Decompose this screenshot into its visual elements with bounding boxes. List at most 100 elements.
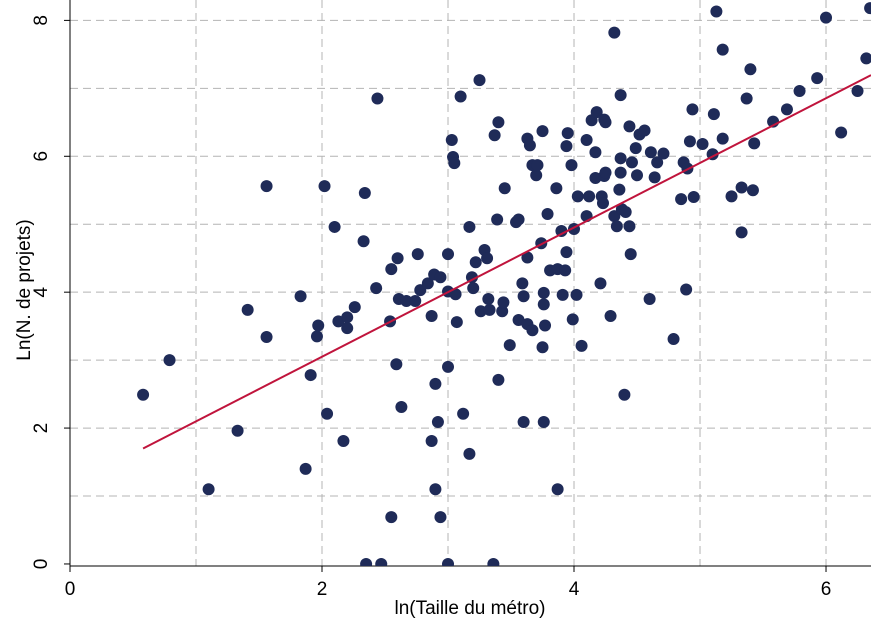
point — [445, 133, 458, 146]
point — [716, 132, 729, 145]
point — [483, 303, 496, 316]
point — [580, 133, 593, 146]
y-tick-label: 6 — [31, 151, 52, 162]
point — [523, 139, 536, 152]
point — [517, 290, 530, 303]
point — [442, 360, 455, 373]
point — [260, 180, 273, 193]
point — [429, 377, 442, 390]
point — [618, 388, 631, 401]
point — [449, 288, 462, 301]
point — [864, 2, 871, 15]
point — [710, 5, 723, 18]
point — [683, 135, 696, 148]
point — [625, 156, 638, 169]
point — [467, 282, 480, 295]
point — [348, 301, 361, 314]
point — [599, 166, 612, 179]
point — [385, 263, 398, 276]
point — [497, 296, 510, 309]
point — [740, 92, 753, 105]
point — [667, 333, 680, 346]
point — [530, 169, 543, 182]
point — [341, 322, 354, 335]
point — [531, 159, 544, 172]
point — [202, 483, 215, 496]
point — [735, 226, 748, 239]
point — [614, 89, 627, 102]
point — [687, 191, 700, 204]
point — [725, 190, 738, 203]
point — [429, 483, 442, 496]
point — [492, 116, 505, 129]
point — [550, 182, 563, 195]
point — [431, 415, 444, 428]
point — [614, 152, 627, 165]
point — [375, 557, 388, 566]
point — [304, 369, 317, 382]
point — [629, 142, 642, 155]
point — [638, 124, 651, 137]
point — [541, 208, 554, 221]
point — [521, 251, 534, 264]
point — [556, 288, 569, 301]
point — [411, 248, 424, 261]
point — [503, 339, 516, 352]
point — [492, 373, 505, 386]
point — [328, 220, 341, 233]
point — [425, 309, 438, 322]
point — [613, 183, 626, 196]
point — [559, 264, 572, 277]
point — [623, 120, 636, 133]
point — [469, 256, 482, 269]
point — [716, 43, 729, 56]
point — [517, 415, 530, 428]
point — [624, 248, 637, 261]
point — [566, 313, 579, 326]
point — [648, 171, 661, 184]
point — [735, 181, 748, 194]
point — [496, 305, 509, 318]
point — [487, 557, 500, 566]
point — [341, 311, 354, 324]
point — [619, 205, 632, 218]
point — [744, 63, 757, 76]
point — [318, 180, 331, 193]
x-tick-label: 4 — [569, 579, 580, 600]
point — [358, 186, 371, 199]
point — [163, 354, 176, 367]
point — [811, 72, 824, 85]
point — [614, 166, 627, 179]
point — [516, 277, 529, 290]
point — [357, 235, 370, 248]
point — [583, 190, 596, 203]
point — [696, 138, 709, 151]
y-tick-label: 8 — [31, 15, 52, 26]
point — [421, 277, 434, 290]
point — [241, 303, 254, 316]
point — [599, 116, 612, 129]
point — [391, 252, 404, 265]
point — [680, 283, 693, 296]
point — [450, 316, 463, 329]
point — [360, 557, 373, 566]
point — [686, 103, 699, 116]
point — [746, 184, 759, 197]
point — [596, 197, 609, 210]
x-axis-label: ln(Taille du métro) — [395, 598, 546, 619]
point — [657, 147, 670, 160]
point — [590, 106, 603, 119]
point — [539, 319, 552, 332]
point — [780, 103, 793, 116]
y-tick-label: 2 — [31, 423, 52, 434]
point — [400, 295, 413, 308]
point — [537, 286, 550, 299]
point — [310, 330, 323, 343]
point — [434, 271, 447, 284]
point — [610, 220, 623, 233]
point — [643, 292, 656, 305]
point — [631, 169, 644, 182]
point — [551, 483, 564, 496]
point — [481, 252, 494, 265]
